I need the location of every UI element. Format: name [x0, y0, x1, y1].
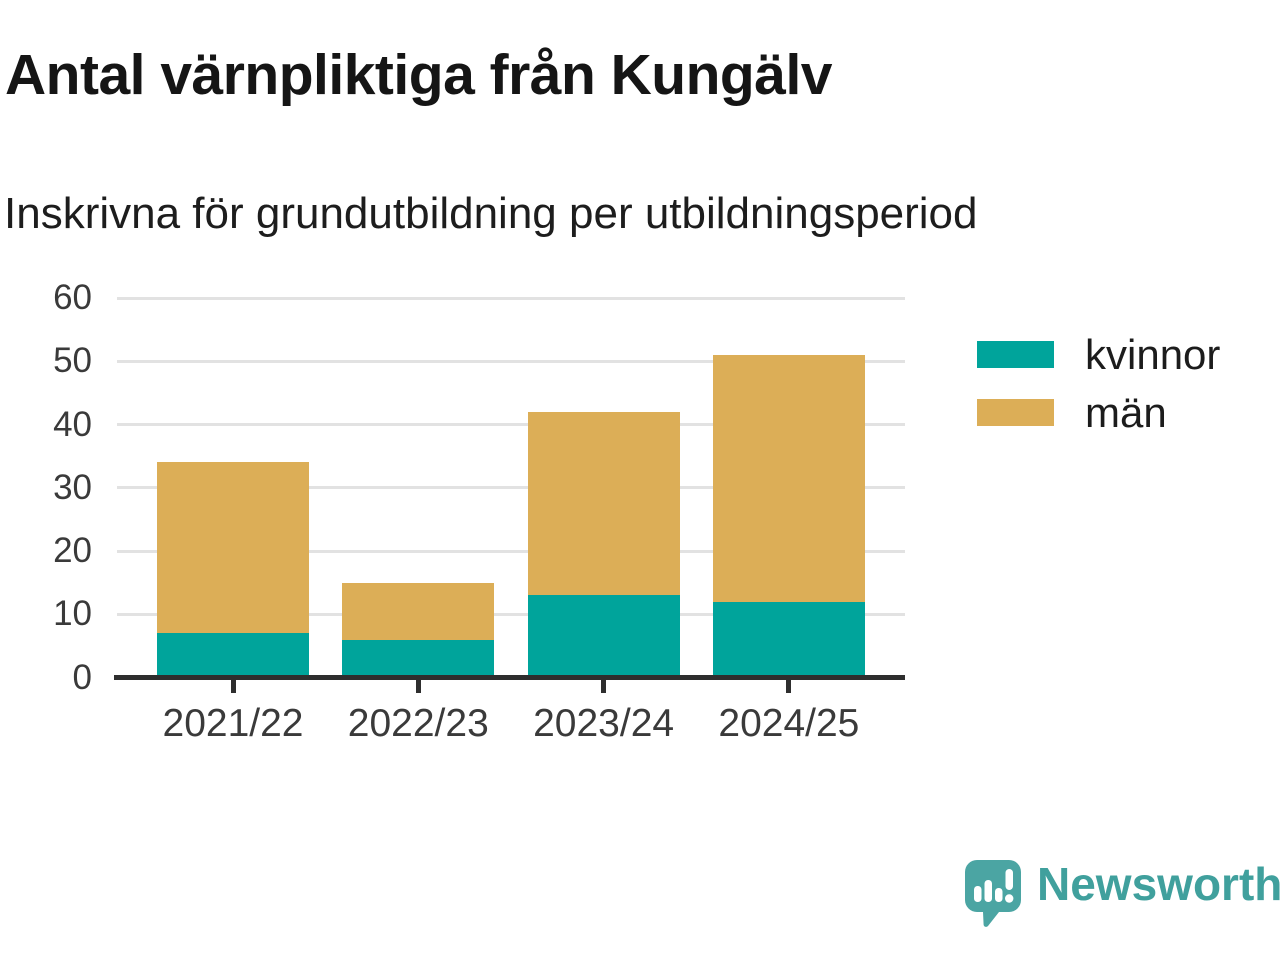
gridline-y-40	[117, 423, 905, 426]
bar-segment-män-2023/24	[527, 411, 680, 596]
y-axis-tick-label: 40	[53, 404, 92, 444]
chart-subtitle: Inskrivna för grundutbildning per utbild…	[4, 189, 978, 238]
gridline-y-60	[117, 296, 905, 300]
bar-segment-kvinnor-2024/25	[712, 601, 865, 678]
gridline-y-10	[117, 612, 905, 616]
x-axis-line	[114, 675, 905, 680]
x-axis-category-label: 2021/22	[162, 701, 304, 745]
gridline-y-50	[117, 359, 905, 363]
y-axis-tick-label: 20	[53, 531, 92, 570]
chart-legend: kvinnor män	[977, 331, 1220, 457]
legend-label-män: män	[1085, 388, 1167, 436]
y-axis-tick-label: 30	[53, 467, 92, 507]
x-axis-tick	[601, 680, 607, 693]
x-axis-category-label: 2023/24	[533, 701, 675, 745]
gridline-y-30	[117, 486, 905, 490]
legend-swatch-kvinnor	[977, 341, 1054, 368]
x-axis-tick	[230, 680, 236, 693]
page-title: Antal värnpliktiga från Kungälv	[5, 43, 832, 107]
y-axis-tick-label: 60	[53, 278, 92, 317]
newsworthy-speech-bubble-chart-icon	[965, 860, 1021, 927]
x-axis-tick	[415, 680, 421, 693]
y-axis-tick-label: 50	[53, 341, 92, 381]
bar-segment-män-2021/22	[157, 462, 309, 634]
newsworthy-logo: Newsworthy	[963, 858, 1280, 930]
bar-segment-män-2024/25	[712, 354, 865, 602]
bar-segment-män-2022/23	[342, 582, 495, 640]
y-axis-tick-label: 10	[53, 594, 92, 634]
legend-label-kvinnor: kvinnor	[1085, 330, 1221, 378]
x-axis-category-label: 2022/23	[347, 701, 489, 745]
y-axis-tick-label: 0	[72, 657, 92, 697]
legend-swatch-män	[977, 399, 1054, 426]
x-axis-tick	[786, 680, 792, 693]
legend-item-män: män	[977, 389, 1220, 436]
gridline-y-20	[117, 549, 905, 553]
x-axis-category-label: 2024/25	[718, 701, 860, 745]
bar-segment-kvinnor-2023/24	[527, 595, 680, 678]
bar-segment-kvinnor-2022/23	[342, 639, 495, 678]
legend-item-kvinnor: kvinnor	[977, 331, 1220, 378]
bar-segment-kvinnor-2021/22	[157, 633, 309, 678]
newsworthy-logo-text: Newsworthy	[1037, 858, 1280, 910]
